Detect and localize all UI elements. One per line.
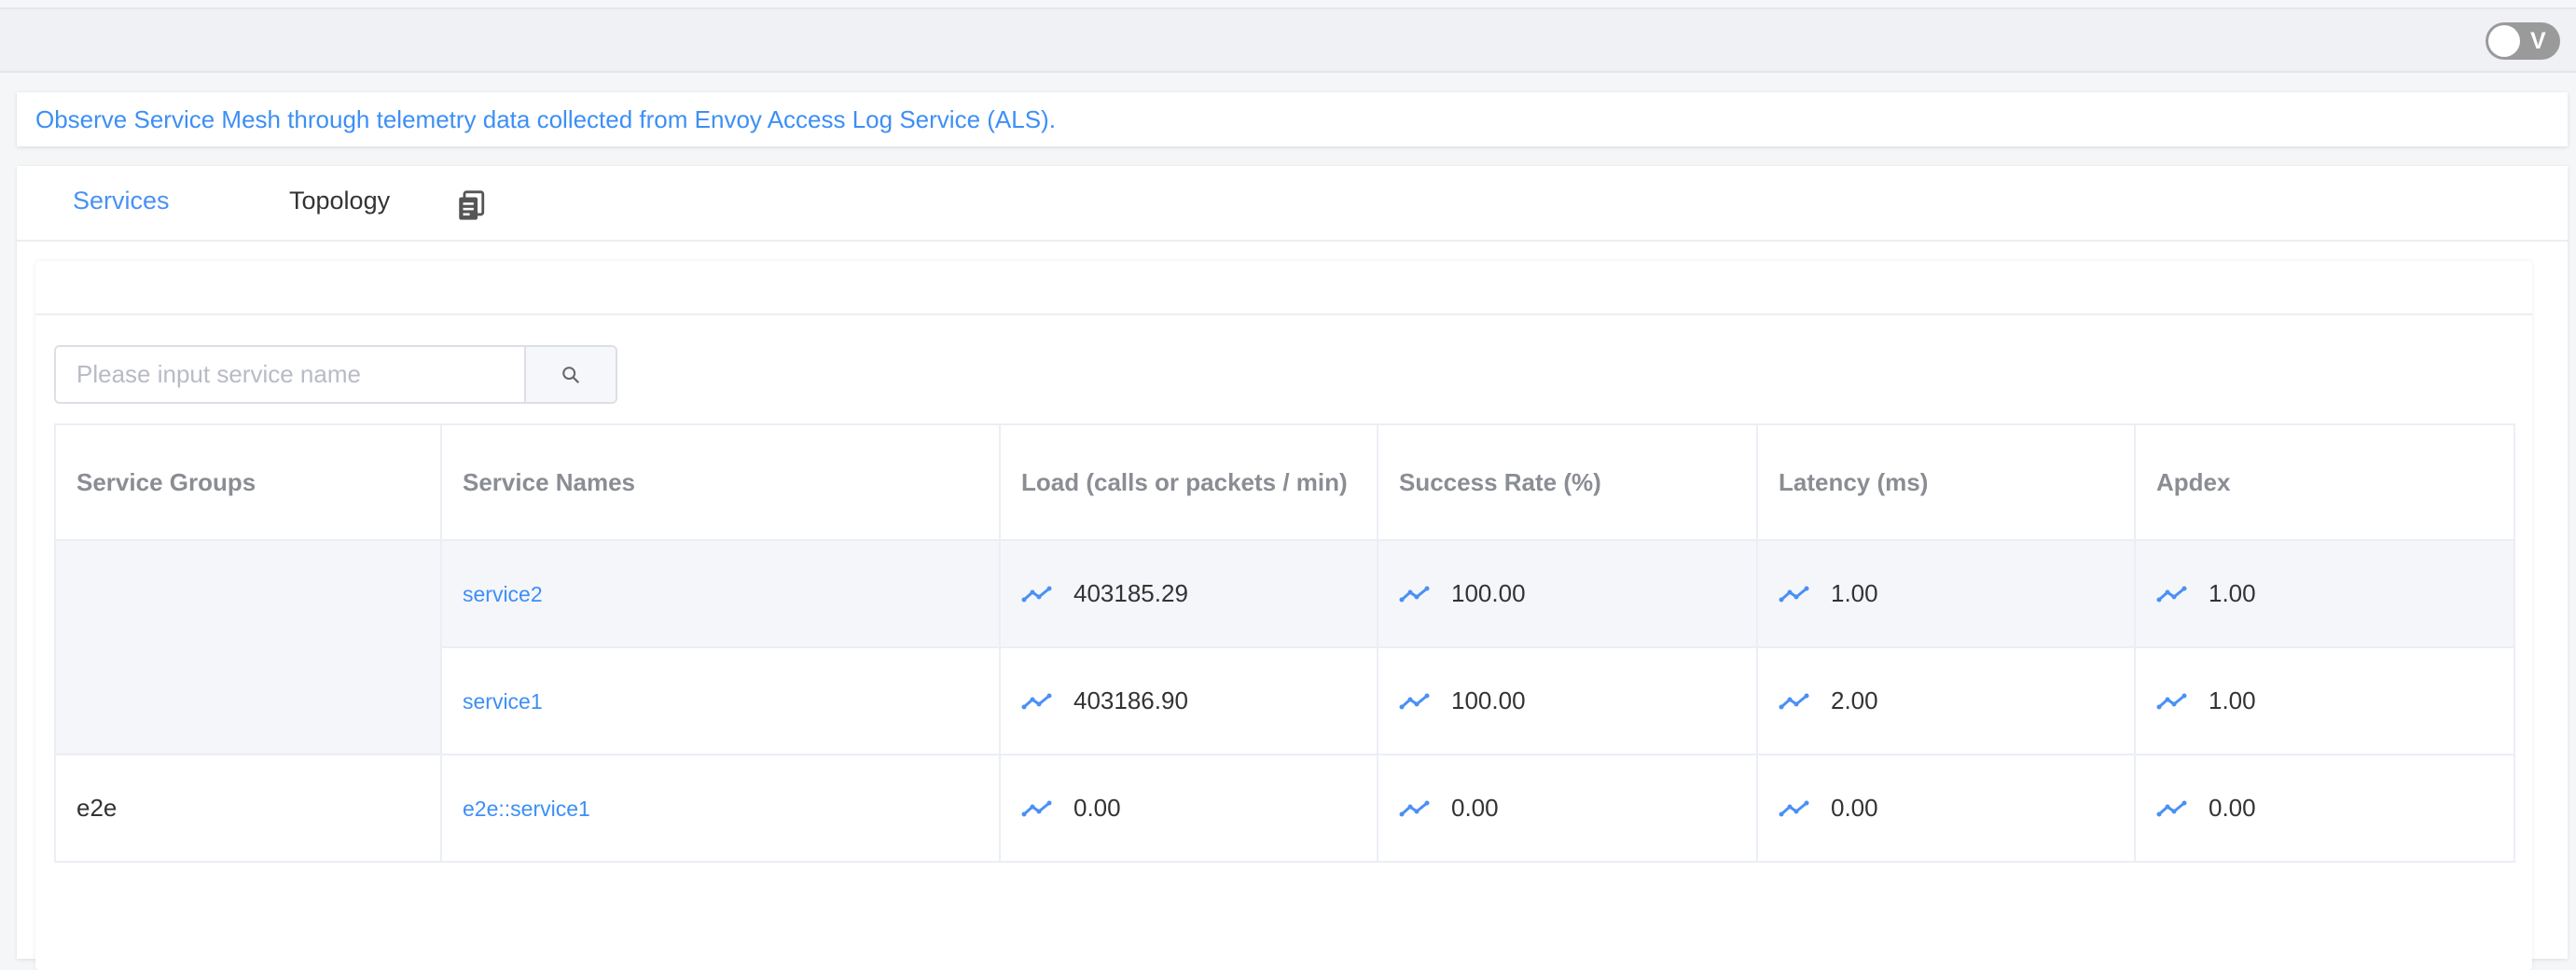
- trend-chart-icon[interactable]: [1399, 799, 1431, 818]
- table-header: Service Groups Service Names Load (calls…: [54, 423, 2515, 541]
- metric-apdex-cell: 0.00: [2134, 754, 2515, 863]
- search-input[interactable]: [56, 347, 524, 402]
- trend-chart-icon[interactable]: [2156, 692, 2188, 711]
- tab-services[interactable]: Services: [73, 187, 170, 215]
- table-row: e2e e2e::service1 0.00 0.00 0.00 0.00: [54, 754, 2515, 863]
- service-link[interactable]: e2e::service1: [463, 797, 590, 821]
- service-group-cell: e2e: [54, 754, 442, 863]
- metric-success-rate-value: 100.00: [1451, 686, 1526, 714]
- trend-chart-icon[interactable]: [1399, 692, 1431, 711]
- tab-bar: Services Topology: [17, 166, 2568, 242]
- metric-success-rate-cell: 0.00: [1377, 754, 1758, 863]
- metric-load-value: 403185.29: [1073, 579, 1188, 607]
- service-name-cell: e2e::service1: [440, 754, 1001, 863]
- trend-chart-icon[interactable]: [1399, 585, 1431, 603]
- toggle-label: V: [2530, 28, 2546, 54]
- service-search: [54, 345, 617, 404]
- document-copy-icon[interactable]: [455, 188, 487, 222]
- service-link[interactable]: service2: [463, 582, 543, 606]
- metric-success-rate-cell: 100.00: [1377, 539, 1758, 648]
- service-link[interactable]: service1: [463, 689, 543, 714]
- tab-topology[interactable]: Topology: [289, 187, 391, 215]
- metric-latency-cell: 2.00: [1756, 646, 2136, 755]
- service-group-name: e2e: [76, 794, 118, 822]
- toggle-knob: [2488, 25, 2520, 57]
- top-bar: V: [0, 7, 2576, 73]
- table-row: service1 403186.90 100.00 2.00 1.00: [55, 646, 2515, 755]
- metric-apdex-cell: 1.00: [2134, 646, 2515, 755]
- metric-load-cell: 0.00: [999, 754, 1378, 863]
- metric-latency-value: 1.00: [1831, 579, 1878, 607]
- metric-latency-cell: 1.00: [1756, 539, 2136, 648]
- metric-apdex-value: 1.00: [2209, 686, 2256, 714]
- metric-load-cell: 403186.90: [999, 646, 1378, 755]
- trend-chart-icon[interactable]: [1779, 692, 1810, 711]
- panel-header: [35, 261, 2532, 315]
- trend-chart-icon[interactable]: [1779, 799, 1810, 818]
- trend-chart-icon[interactable]: [1021, 585, 1053, 603]
- metric-apdex-value: 1.00: [2209, 579, 2256, 607]
- trend-chart-icon[interactable]: [1021, 799, 1053, 818]
- service-name-cell: service2: [440, 539, 1001, 648]
- trend-chart-icon[interactable]: [1779, 585, 1810, 603]
- trend-chart-icon[interactable]: [2156, 585, 2188, 603]
- header-success-rate: Success Rate (%): [1377, 423, 1758, 541]
- description-banner: Observe Service Mesh through telemetry d…: [17, 92, 2568, 146]
- header-latency: Latency (ms): [1756, 423, 2136, 541]
- metric-success-rate-value: 0.00: [1451, 794, 1499, 822]
- header-load: Load (calls or packets / min): [999, 423, 1378, 541]
- table-row: service2 403185.29 100.00 1.00 1.00: [54, 539, 2515, 755]
- metric-apdex-value: 0.00: [2209, 794, 2256, 822]
- trend-chart-icon[interactable]: [1021, 692, 1053, 711]
- header-apdex: Apdex: [2134, 423, 2515, 541]
- metric-latency-cell: 0.00: [1756, 754, 2136, 863]
- metric-load-value: 0.00: [1073, 794, 1121, 822]
- metric-apdex-cell: 1.00: [2134, 539, 2515, 648]
- search-button[interactable]: [524, 347, 616, 402]
- service-name-cell: service1: [440, 646, 1001, 755]
- services-table: Service Groups Service Names Load (calls…: [54, 423, 2515, 863]
- metric-load-cell: 403185.29: [999, 539, 1378, 648]
- header-service-groups: Service Groups: [54, 423, 442, 541]
- metric-latency-value: 0.00: [1831, 794, 1878, 822]
- metric-latency-value: 2.00: [1831, 686, 1878, 714]
- metric-success-rate-cell: 100.00: [1377, 646, 1758, 755]
- main-card: Services Topology Service Groups Service…: [17, 166, 2568, 970]
- metric-load-value: 403186.90: [1073, 686, 1188, 714]
- header-service-names: Service Names: [440, 423, 1001, 541]
- search-icon: [562, 366, 580, 383]
- services-panel: Service Groups Service Names Load (calls…: [35, 261, 2532, 970]
- trend-chart-icon[interactable]: [2156, 799, 2188, 818]
- service-group-cell: [54, 539, 442, 755]
- view-toggle[interactable]: V: [2486, 22, 2560, 60]
- metric-success-rate-value: 100.00: [1451, 579, 1526, 607]
